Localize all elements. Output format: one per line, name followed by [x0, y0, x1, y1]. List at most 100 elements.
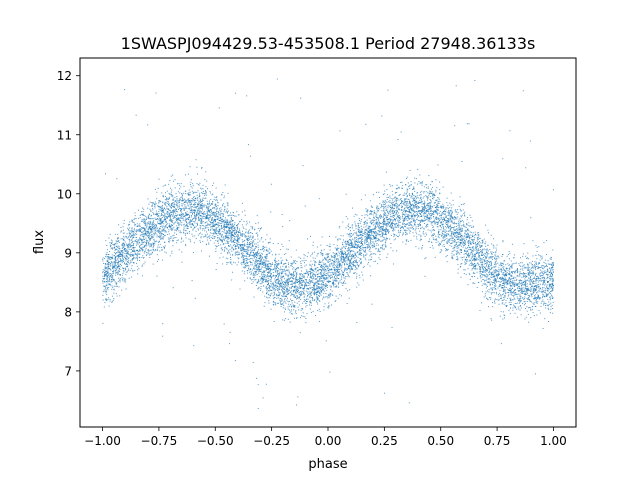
- data-point: [298, 287, 300, 289]
- data-point: [233, 225, 235, 227]
- data-point: [316, 297, 318, 299]
- data-point: [306, 272, 308, 274]
- data-point: [474, 234, 476, 235]
- data-point: [128, 246, 130, 248]
- data-point: [455, 236, 457, 238]
- data-point: [288, 278, 290, 280]
- data-point: [269, 249, 271, 251]
- data-point: [362, 254, 364, 256]
- data-point: [122, 226, 124, 228]
- data-point: [335, 256, 337, 258]
- data-point: [305, 260, 307, 262]
- data-point: [134, 269, 136, 271]
- data-point: [309, 300, 311, 302]
- data-point: [296, 288, 298, 290]
- data-point: [534, 264, 536, 266]
- data-point: [368, 225, 370, 227]
- data-point: [420, 223, 422, 225]
- data-point: [500, 343, 502, 345]
- data-point: [448, 227, 450, 229]
- data-point: [430, 218, 432, 220]
- data-point: [496, 274, 498, 276]
- data-point: [500, 285, 502, 287]
- data-point: [153, 223, 155, 225]
- data-point: [512, 277, 514, 279]
- data-point: [408, 224, 410, 226]
- data-point: [471, 264, 473, 266]
- data-point: [302, 287, 304, 289]
- data-point: [382, 222, 384, 224]
- data-point: [512, 284, 514, 286]
- data-point: [483, 259, 485, 261]
- data-point: [306, 272, 308, 274]
- data-point: [513, 293, 515, 295]
- data-point: [141, 250, 143, 252]
- data-point: [371, 222, 373, 224]
- data-point: [142, 240, 144, 242]
- data-point: [406, 223, 408, 225]
- data-point: [295, 311, 297, 313]
- data-point: [111, 254, 113, 256]
- data-point: [349, 289, 351, 291]
- data-point: [111, 258, 113, 260]
- data-point: [547, 276, 549, 278]
- data-point: [322, 272, 324, 274]
- data-point: [261, 273, 263, 275]
- data-point: [319, 293, 321, 295]
- data-point: [137, 240, 139, 242]
- data-point: [354, 254, 356, 256]
- data-point: [330, 274, 332, 276]
- data-point: [494, 254, 496, 256]
- data-point: [529, 295, 531, 297]
- data-point: [405, 229, 407, 231]
- data-point: [258, 286, 260, 288]
- data-point: [237, 244, 239, 246]
- data-point: [514, 305, 516, 307]
- data-point: [358, 248, 360, 250]
- data-point: [110, 256, 112, 258]
- data-point: [145, 237, 147, 239]
- data-point: [530, 317, 532, 319]
- data-point: [120, 226, 122, 228]
- data-point: [479, 260, 481, 262]
- data-point: [247, 235, 249, 237]
- data-point: [465, 250, 467, 252]
- data-point: [305, 290, 307, 292]
- data-point: [370, 221, 372, 223]
- data-point: [192, 196, 194, 198]
- data-point: [189, 166, 191, 168]
- data-point: [316, 270, 318, 272]
- data-point: [552, 280, 554, 282]
- data-point: [471, 239, 473, 241]
- data-point: [315, 300, 317, 302]
- data-point: [149, 239, 151, 241]
- data-point: [344, 267, 346, 269]
- data-point: [212, 221, 214, 223]
- data-point: [165, 218, 167, 220]
- data-point: [181, 196, 183, 198]
- data-point: [277, 273, 279, 275]
- data-point: [552, 266, 554, 268]
- data-point: [504, 295, 506, 297]
- data-point: [335, 273, 337, 275]
- data-point: [339, 265, 341, 267]
- data-point: [532, 273, 534, 275]
- data-point: [452, 222, 454, 224]
- data-point: [317, 253, 319, 255]
- data-point: [408, 207, 410, 209]
- data-point: [504, 279, 506, 281]
- data-point: [538, 310, 540, 312]
- data-point: [219, 218, 221, 220]
- data-point: [466, 238, 468, 240]
- data-point: [481, 265, 483, 267]
- data-point: [201, 211, 203, 213]
- data-point: [149, 220, 151, 222]
- data-point: [412, 228, 414, 230]
- data-point: [270, 277, 272, 279]
- data-point: [333, 253, 335, 255]
- data-point: [486, 250, 488, 252]
- data-point: [229, 232, 231, 234]
- data-point: [397, 219, 399, 221]
- data-point: [109, 278, 111, 280]
- data-point: [398, 217, 400, 219]
